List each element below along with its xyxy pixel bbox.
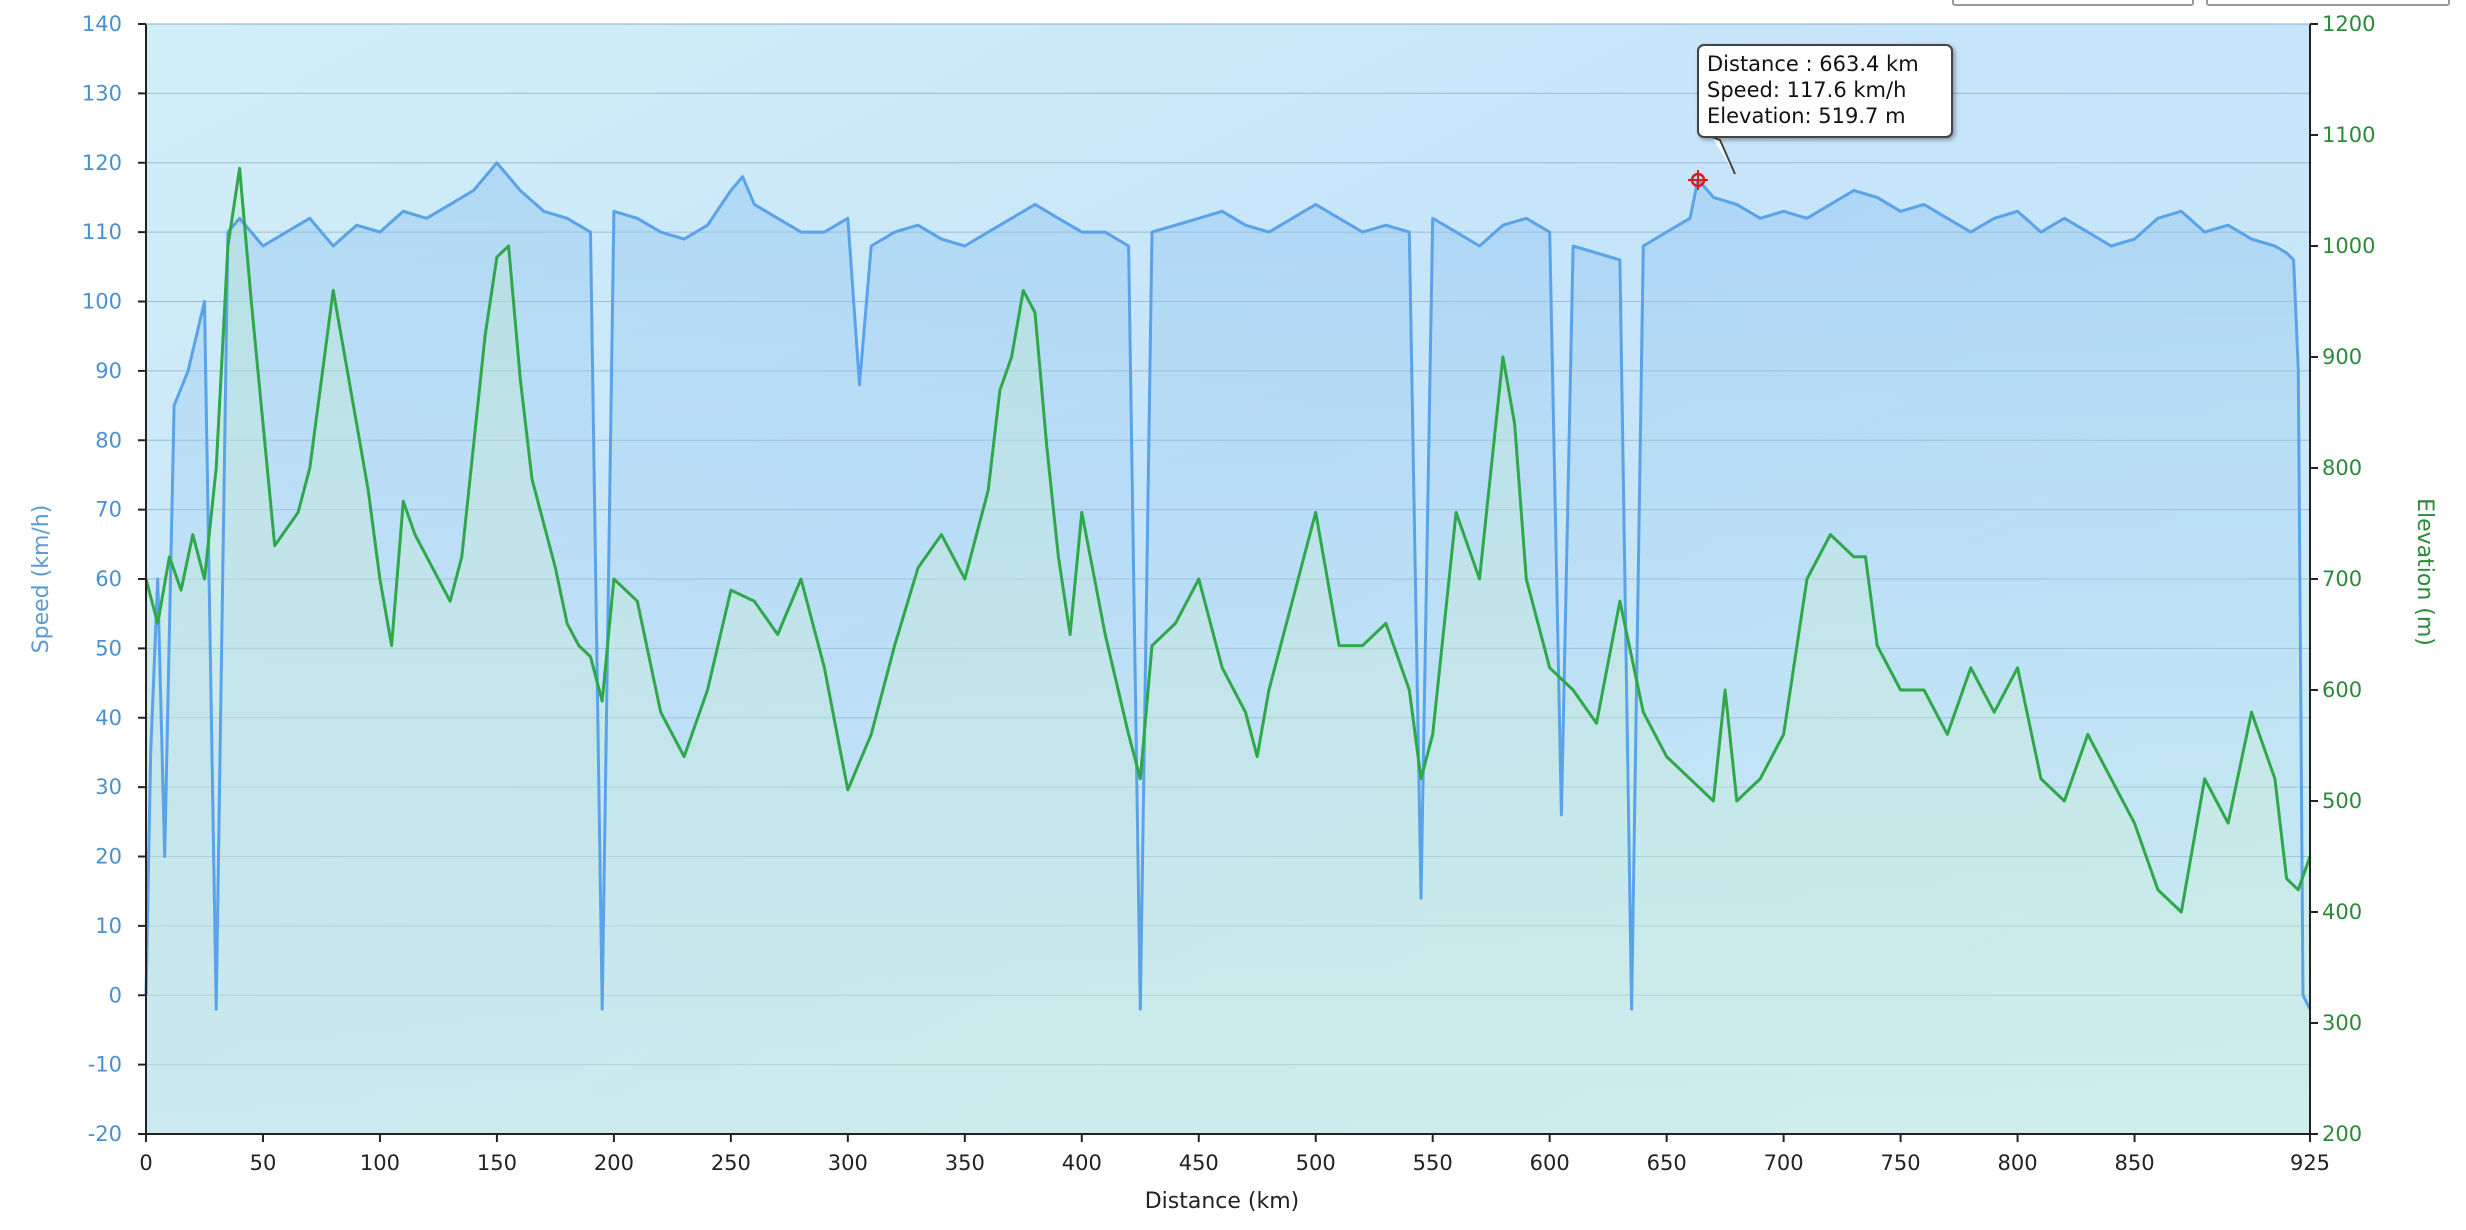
left-tick-label-5: 90	[95, 359, 122, 383]
right-tick-label-1: 1100	[2322, 123, 2375, 147]
x-tick-label-8: 400	[1062, 1151, 1102, 1175]
series-line-elevation	[144, 166, 2312, 914]
x-tick-label-18: 925	[2290, 1151, 2330, 1175]
right-tick-label-8: 400	[2322, 900, 2362, 924]
y-left-axis-title: Speed (km/h)	[29, 505, 54, 654]
toolbar-button-1[interactable]	[1952, 0, 2194, 6]
series-line-speed	[144, 161, 2312, 1011]
right-tick-label-5: 700	[2322, 567, 2362, 591]
left-tick-label-13: 10	[95, 914, 122, 938]
left-tick-label-3: 110	[82, 220, 122, 244]
x-tick-label-4: 200	[594, 1151, 634, 1175]
right-tick-label-10: 200	[2322, 1122, 2362, 1146]
series-lines	[144, 161, 2312, 1011]
x-tick-label-1: 50	[250, 1151, 277, 1175]
right-tick-label-4: 800	[2322, 456, 2362, 480]
x-tick-label-3: 150	[477, 1151, 517, 1175]
left-tick-label-11: 30	[95, 775, 122, 799]
tooltip-distance: Distance : 663.4 km	[1707, 52, 1919, 76]
left-tick-label-9: 50	[95, 636, 122, 660]
right-tick-label-6: 600	[2322, 678, 2362, 702]
x-tick-label-12: 600	[1530, 1151, 1570, 1175]
right-tick-label-3: 900	[2322, 345, 2362, 369]
right-tick-label-9: 300	[2322, 1011, 2362, 1035]
left-tick-label-16: -20	[88, 1122, 122, 1146]
x-tick-label-2: 100	[360, 1151, 400, 1175]
x-tick-label-10: 500	[1296, 1151, 1336, 1175]
x-tick-label-5: 250	[711, 1151, 751, 1175]
x-axis-ticks: 0 50 100 150 200 250 300 350 400 450 500 550 600 650 7…	[139, 1134, 2330, 1175]
left-tick-label-8: 60	[95, 567, 122, 591]
x-tick-label-9: 450	[1179, 1151, 1219, 1175]
x-tick-label-11: 550	[1413, 1151, 1453, 1175]
x-tick-label-7: 350	[945, 1151, 985, 1175]
x-tick-label-14: 700	[1764, 1151, 1804, 1175]
right-tick-label-7: 500	[2322, 789, 2362, 813]
left-tick-label-12: 20	[95, 845, 122, 869]
x-tick-label-6: 300	[828, 1151, 868, 1175]
x-tick-label-0: 0	[139, 1151, 152, 1175]
x-tick-label-16: 800	[1998, 1151, 2038, 1175]
x-tick-label-17: 850	[2114, 1151, 2154, 1175]
series-area-elevation	[146, 168, 2310, 1135]
data-tooltip: Distance : 663.4 km Speed: 117.6 km/h El…	[1697, 44, 1953, 138]
hover-marker	[1688, 136, 1736, 190]
toolbar-button-2[interactable]	[2206, 0, 2450, 6]
series-areas	[146, 162, 2310, 1135]
y-right-axis-title: Elevation (m)	[2412, 498, 2437, 646]
left-tick-label-6: 80	[95, 428, 122, 452]
left-tick-label-2: 120	[82, 151, 122, 175]
right-axis-ticks: 1200 1100 1000 900 800 700 600 500 400 300 200	[2310, 12, 2375, 1146]
right-tick-label-0: 1200	[2322, 12, 2375, 36]
left-tick-label-0: 140	[82, 12, 122, 36]
left-tick-label-4: 100	[82, 290, 122, 314]
left-tick-label-14: 0	[109, 983, 122, 1007]
tooltip-elevation: Elevation: 519.7 m	[1707, 104, 1906, 128]
left-tick-label-15: -10	[88, 1053, 122, 1077]
right-tick-label-2: 1000	[2322, 234, 2375, 258]
x-tick-label-15: 750	[1881, 1151, 1921, 1175]
left-tick-label-1: 130	[82, 81, 122, 105]
left-tick-label-7: 70	[95, 498, 122, 522]
x-tick-label-13: 650	[1647, 1151, 1687, 1175]
tooltip-speed: Speed: 117.6 km/h	[1707, 78, 1907, 102]
x-axis-title: Distance (km)	[1145, 1189, 1300, 1214]
left-tick-label-10: 40	[95, 706, 122, 730]
